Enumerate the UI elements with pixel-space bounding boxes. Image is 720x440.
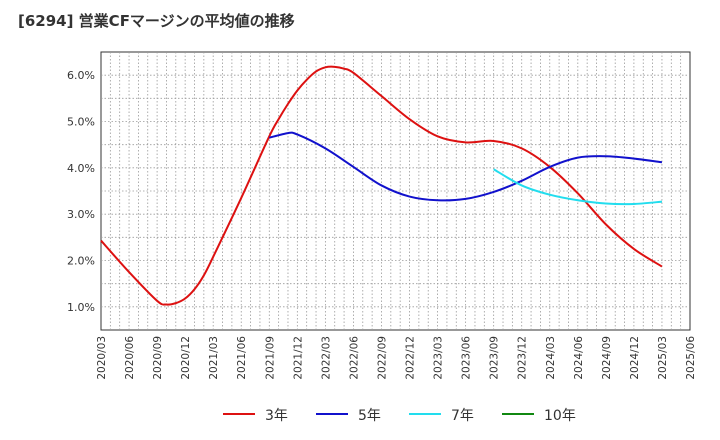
series-line-2: [493, 168, 663, 206]
x-tick-label: 2021/03: [208, 336, 220, 380]
series-line-0: [100, 65, 663, 306]
axis-layer: 1.0% 2.0% 3.0% 4.0% 5.0% 6.0% 2020/03 2020/06 20…: [67, 69, 697, 379]
x-tick-label: 2022/03: [320, 336, 332, 380]
legend-label: 5年: [358, 408, 381, 424]
x-tick-label: 2024/06: [573, 336, 585, 380]
x-tick-label: 2021/12: [292, 336, 304, 380]
x-tick-label: 2022/09: [376, 336, 388, 380]
x-tick-label: 2023/06: [461, 336, 473, 380]
y-tick-label: 3.0%: [67, 208, 95, 221]
x-tick-label: 2024/03: [545, 336, 557, 380]
legend-label: 7年: [451, 408, 474, 424]
series-line-1: [269, 131, 663, 202]
series-layer: [100, 65, 663, 306]
x-tick-label: 2020/09: [152, 336, 164, 380]
x-tick-label: 2021/06: [236, 336, 248, 380]
x-tick-label: 2023/03: [433, 336, 445, 380]
x-tick-label: 2021/09: [264, 336, 276, 380]
y-tick-label: 6.0%: [67, 69, 95, 82]
x-tick-label: 2023/12: [517, 336, 529, 380]
x-tick-label: 2025/06: [685, 336, 697, 380]
legend: 3年 5年 7年 10年: [223, 408, 576, 424]
y-tick-label: 4.0%: [67, 162, 95, 175]
legend-label: 3年: [265, 408, 288, 424]
x-tick-label: 2022/06: [348, 336, 360, 380]
y-tick-label: 5.0%: [67, 116, 95, 129]
x-tick-label: 2023/09: [489, 336, 501, 380]
x-tick-label: 2025/03: [657, 336, 669, 380]
x-tick-label: 2024/09: [601, 336, 613, 380]
legend-label: 10年: [544, 408, 576, 424]
x-tick-label: 2022/12: [405, 336, 417, 380]
y-tick-label: 1.0%: [67, 301, 95, 314]
x-tick-label: 2024/12: [629, 336, 641, 380]
x-tick-label: 2020/03: [96, 336, 108, 380]
y-tick-label: 2.0%: [67, 255, 95, 268]
x-tick-label: 2020/12: [180, 336, 192, 380]
x-tick-label: 2020/06: [124, 336, 136, 380]
chart-title: [6294] 営業CFマージンの平均値の推移: [18, 12, 295, 30]
